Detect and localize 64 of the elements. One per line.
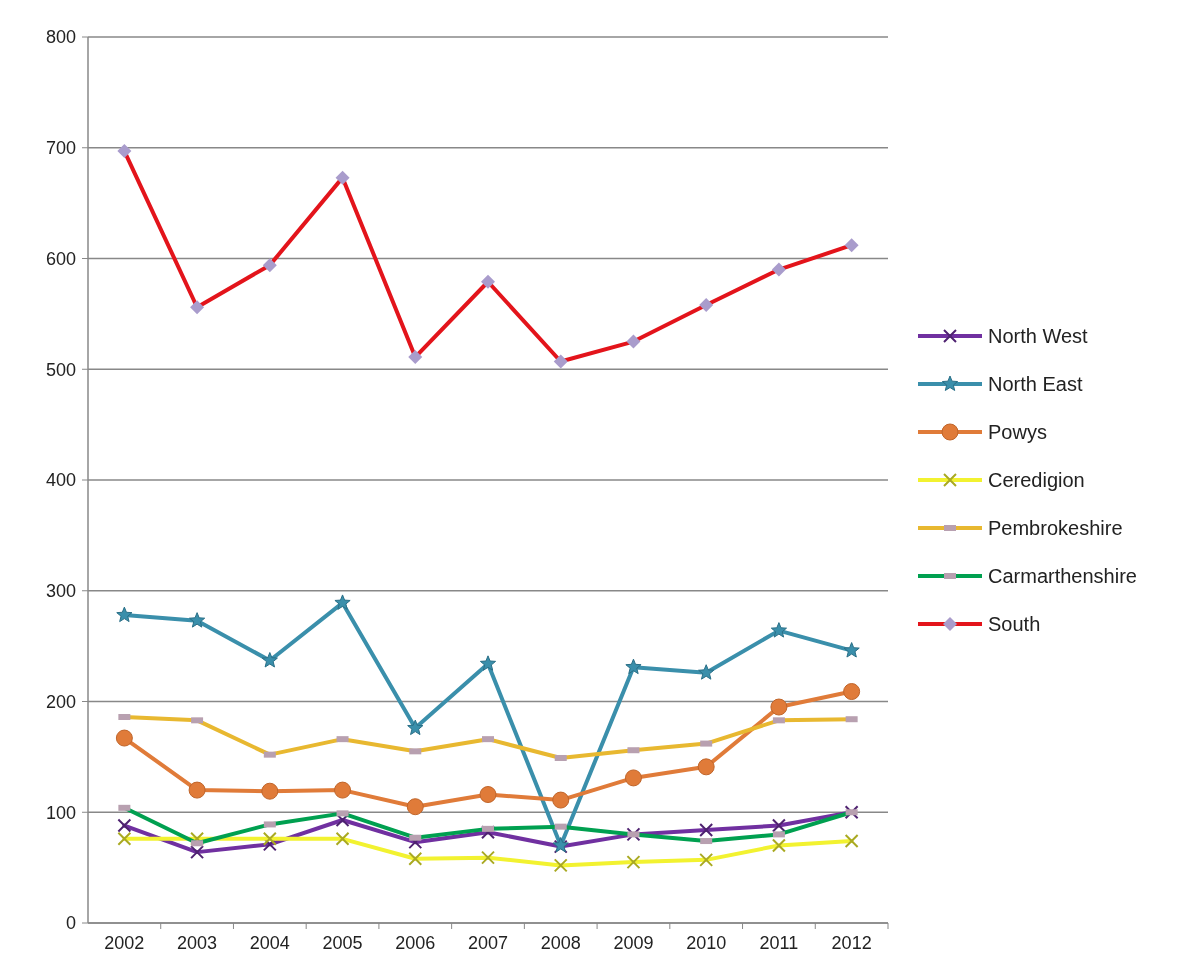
point <box>771 838 786 853</box>
point <box>479 786 497 804</box>
y-tick-label: 0 <box>65 913 76 934</box>
point <box>770 698 788 716</box>
y-tick-label: 700 <box>45 138 76 159</box>
point <box>771 818 786 833</box>
x-tick-label: 2012 <box>831 933 872 953</box>
point <box>408 851 423 866</box>
x-tick-label: 2009 <box>613 933 654 953</box>
point <box>626 827 641 842</box>
point <box>190 845 205 860</box>
point <box>407 719 424 736</box>
point <box>626 855 641 870</box>
point <box>335 831 350 846</box>
y-tick-label: 800 <box>45 27 76 48</box>
point <box>334 781 352 799</box>
point <box>698 664 715 680</box>
x-tick-label: 2002 <box>104 933 145 953</box>
y-tick-label: 600 <box>45 248 76 269</box>
point <box>699 822 714 837</box>
point <box>553 858 568 873</box>
y-tick-label: 200 <box>45 691 76 712</box>
point <box>624 769 642 787</box>
point <box>406 798 424 816</box>
point <box>117 818 132 833</box>
point <box>262 831 277 846</box>
legend-label: North East <box>988 373 1083 395</box>
legend-label: Ceredigion <box>988 469 1085 491</box>
y-tick-label: 500 <box>45 359 76 380</box>
x-tick-label: 2005 <box>322 933 363 953</box>
x-tick-label: 2004 <box>249 933 290 953</box>
point <box>625 658 642 675</box>
legend-label: Carmarthenshire <box>988 565 1137 587</box>
point <box>844 805 859 820</box>
point <box>843 683 861 701</box>
legend-label: Pembrokeshire <box>988 517 1123 539</box>
point <box>188 781 206 799</box>
point <box>844 834 859 849</box>
point <box>334 594 351 610</box>
legend-label: North West <box>988 325 1089 347</box>
legend-label: Powys <box>988 421 1047 443</box>
point <box>552 791 570 809</box>
point <box>117 831 132 846</box>
x-tick-label: 2010 <box>686 933 727 953</box>
x-tick-label: 2008 <box>540 933 581 953</box>
x-tick-label: 2011 <box>759 933 799 953</box>
y-tick-label: 300 <box>45 581 76 602</box>
legend-label: South <box>988 613 1041 635</box>
point <box>479 655 497 671</box>
point <box>697 758 715 776</box>
point <box>188 612 206 628</box>
point <box>261 782 279 800</box>
point <box>115 729 133 747</box>
y-tick-label: 400 <box>45 470 76 491</box>
point <box>481 850 495 865</box>
point <box>770 622 788 638</box>
x-tick-label: 2003 <box>177 933 218 953</box>
x-tick-label: 2007 <box>467 933 509 953</box>
point <box>116 606 133 623</box>
y-tick-label: 100 <box>45 802 76 823</box>
point <box>699 852 714 867</box>
x-tick-label: 2006 <box>395 933 436 953</box>
point <box>261 652 278 668</box>
point <box>843 642 860 658</box>
